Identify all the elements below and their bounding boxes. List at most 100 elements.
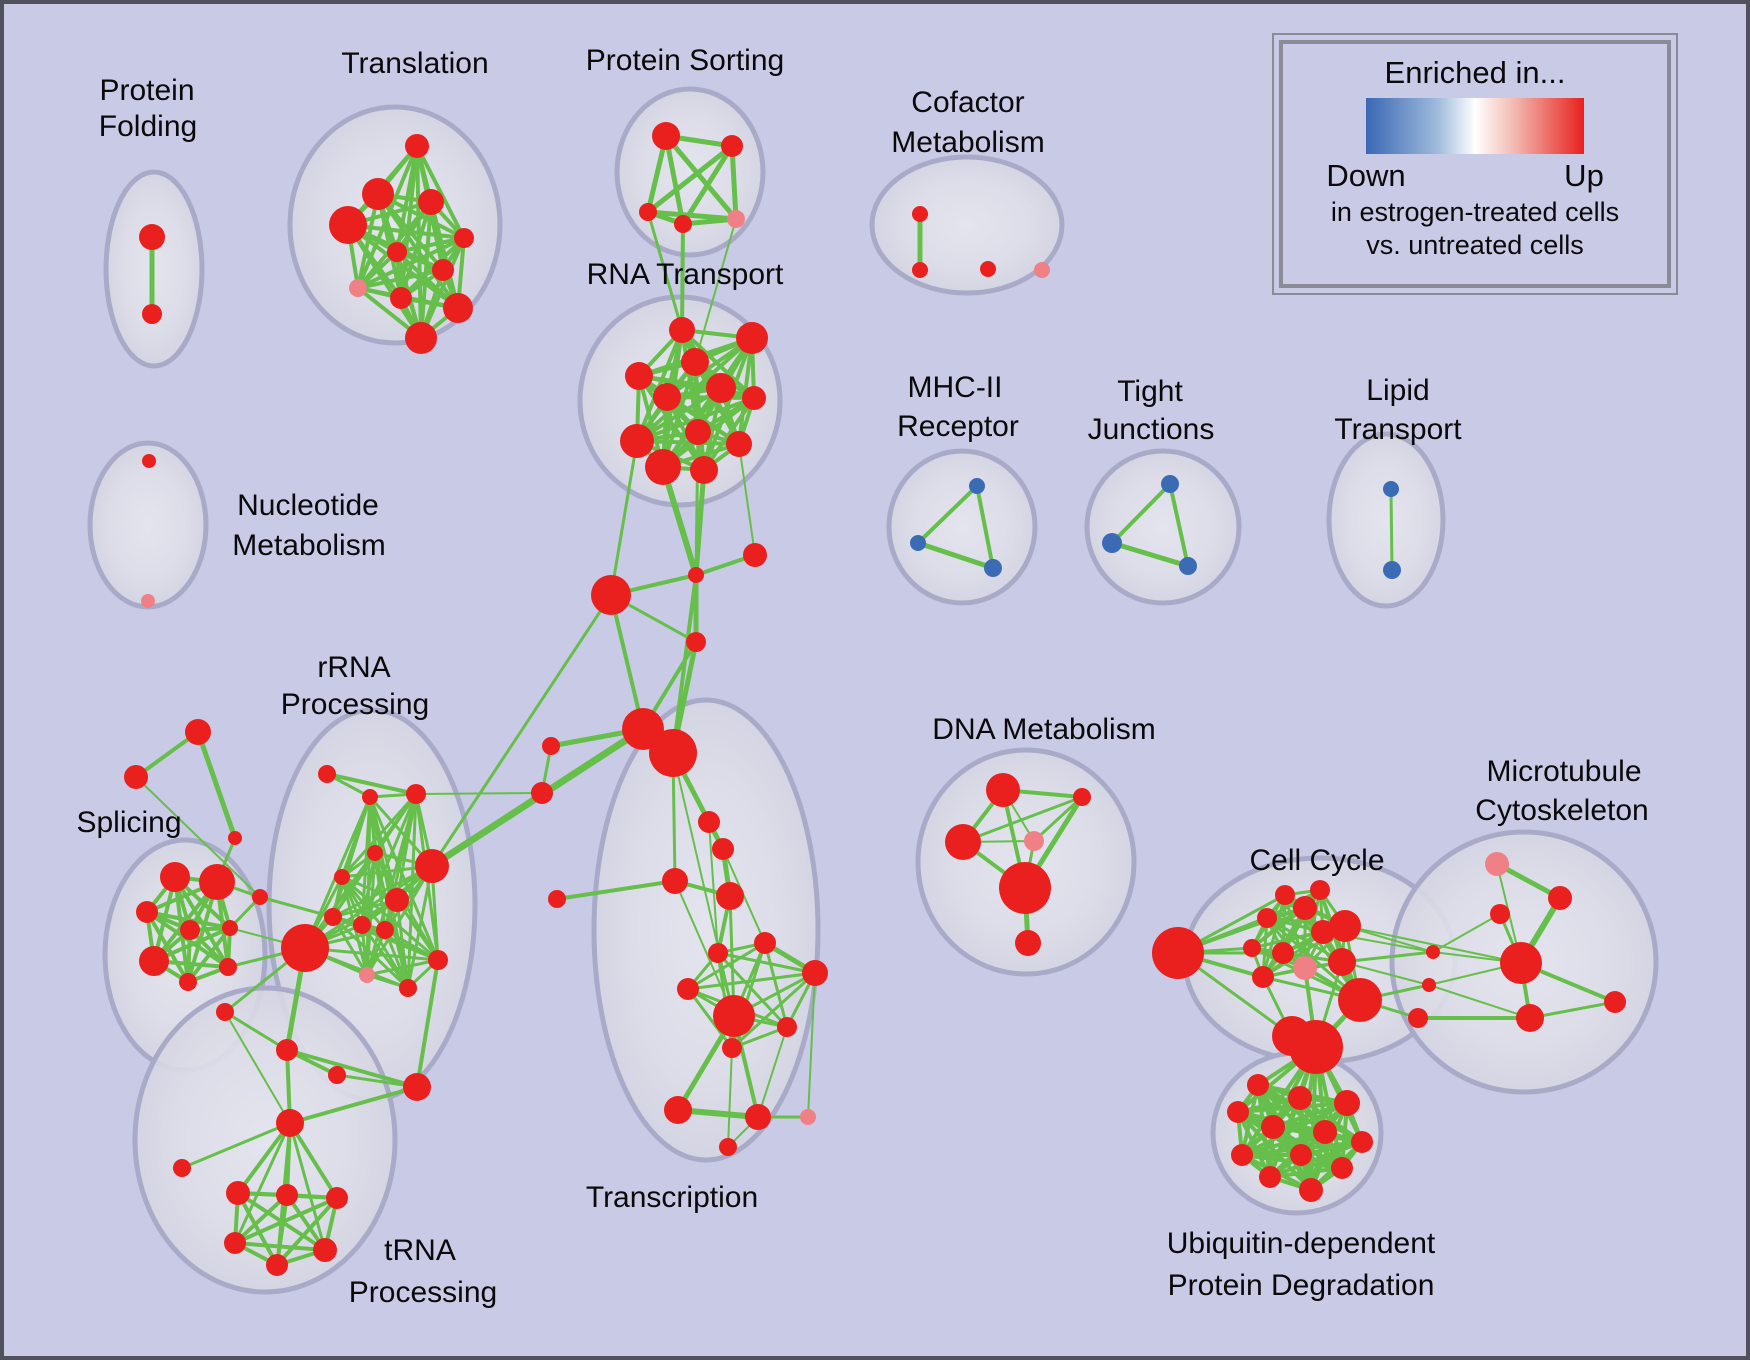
node-tn5 xyxy=(173,1159,191,1177)
cluster-label-trna-processing: Processing xyxy=(349,1276,497,1309)
cluster-label-cofactor-metabolism: Metabolism xyxy=(891,126,1044,159)
node-s2 xyxy=(721,135,743,157)
cluster-label-nucleotide-metabolism: Nucleotide xyxy=(237,489,379,522)
edge xyxy=(1340,950,1435,964)
edge xyxy=(686,987,734,1050)
edge xyxy=(645,143,735,215)
node-d1 xyxy=(986,773,1020,807)
node-t7 xyxy=(432,259,454,281)
node-L1 xyxy=(542,737,560,755)
node-rn8 xyxy=(685,419,711,445)
node-t11 xyxy=(405,322,437,354)
node-lp2 xyxy=(1383,561,1401,579)
edge xyxy=(233,1196,339,1245)
node-sp2 xyxy=(199,864,235,900)
node-d5 xyxy=(999,862,1051,914)
edge xyxy=(665,336,754,399)
cluster-ellipse-lipid-transport xyxy=(1326,431,1446,609)
node-rn6 xyxy=(742,386,766,410)
edge xyxy=(763,941,789,1029)
node-rr8 xyxy=(324,908,342,926)
edge xyxy=(738,443,756,556)
node-u9 xyxy=(1290,1144,1312,1166)
node-tc4 xyxy=(716,882,744,910)
edge xyxy=(340,792,418,879)
edge xyxy=(1389,487,1394,572)
node-cf3 xyxy=(980,261,996,277)
node-tn4 xyxy=(403,1073,431,1101)
node-mtC3 xyxy=(1408,1008,1428,1028)
cluster-label-protein-sorting: Protein Sorting xyxy=(586,44,784,77)
node-m3 xyxy=(984,559,1002,577)
edge xyxy=(258,895,335,919)
node-rn9 xyxy=(620,424,654,458)
edge xyxy=(395,236,466,254)
node-mtBig xyxy=(1500,942,1542,984)
node-pf2 xyxy=(142,304,162,324)
legend-subtitle-line1: in estrogen-treated cells xyxy=(1330,197,1620,227)
cluster-ellipse-dna-metabolism xyxy=(915,747,1137,977)
edge xyxy=(406,864,434,990)
cluster-label-microtubule-cytoskeleton: Microtubule xyxy=(1486,755,1641,788)
node-tc1 xyxy=(698,811,720,833)
node-rn12 xyxy=(690,456,718,484)
edge xyxy=(383,928,410,990)
edge xyxy=(1428,984,1531,1019)
node-t9 xyxy=(390,287,412,309)
node-rn11 xyxy=(645,449,681,485)
node-t5 xyxy=(454,228,474,248)
node-tcHub xyxy=(713,995,755,1037)
edge xyxy=(694,430,700,577)
edge xyxy=(637,374,706,472)
cluster-label-rna-transport: RNA Transport xyxy=(587,258,784,291)
node-rr12 xyxy=(428,950,448,970)
node-rr10 xyxy=(376,921,394,939)
cluster-label-ubiquitin-degradation: Ubiquitin-dependent xyxy=(1167,1227,1436,1260)
legend-inner-frame: Enriched in... Down Up in estrogen-treat… xyxy=(1279,40,1671,288)
edge xyxy=(609,593,645,731)
legend-subtitle-line2: vs. untreated cells xyxy=(1366,230,1584,260)
legend-title: Enriched in... xyxy=(1384,55,1566,90)
edge xyxy=(365,958,440,977)
node-rn3 xyxy=(681,348,709,376)
cluster-label-lipid-transport: Lipid xyxy=(1366,374,1429,407)
node-tc11 xyxy=(722,1038,742,1058)
edge xyxy=(660,464,699,578)
node-rrHub xyxy=(281,924,329,972)
edge xyxy=(1110,482,1172,545)
node-cf1 xyxy=(912,206,928,222)
cluster-label-nucleotide-metabolism: Metabolism xyxy=(232,529,385,562)
node-t2 xyxy=(362,178,394,210)
node-u3 xyxy=(1334,1090,1360,1116)
node-nu2 xyxy=(141,594,155,608)
edge xyxy=(674,880,735,1017)
node-tc7 xyxy=(754,932,776,954)
node-sp8 xyxy=(219,958,237,976)
node-u10 xyxy=(1331,1157,1353,1179)
cluster-label-rrna-processing: rRNA xyxy=(317,651,390,684)
node-ch3 xyxy=(591,575,631,615)
edge xyxy=(635,439,741,446)
edge xyxy=(637,374,756,400)
edge xyxy=(340,875,387,932)
node-u5 xyxy=(1261,1115,1285,1139)
node-ccBig xyxy=(1152,927,1204,979)
node-mt3 xyxy=(1604,991,1626,1013)
edge xyxy=(702,396,756,472)
node-rr11 xyxy=(359,967,375,983)
edge xyxy=(415,958,440,1089)
cluster-ellipse-cofactor-metabolism xyxy=(869,154,1065,296)
node-m2 xyxy=(910,535,926,551)
edge xyxy=(368,795,440,962)
edge xyxy=(1109,540,1191,569)
edge xyxy=(223,1010,289,1052)
node-hubB xyxy=(649,729,697,777)
cluster-label-tight-junctions: Tight xyxy=(1117,375,1183,408)
cluster-label-mhc-ii-receptor: Receptor xyxy=(897,410,1019,443)
node-t3 xyxy=(418,189,444,215)
edge xyxy=(915,540,996,571)
cluster-label-protein-folding: Folding xyxy=(99,110,197,143)
node-rn1 xyxy=(669,317,695,343)
node-ch2 xyxy=(743,543,767,567)
